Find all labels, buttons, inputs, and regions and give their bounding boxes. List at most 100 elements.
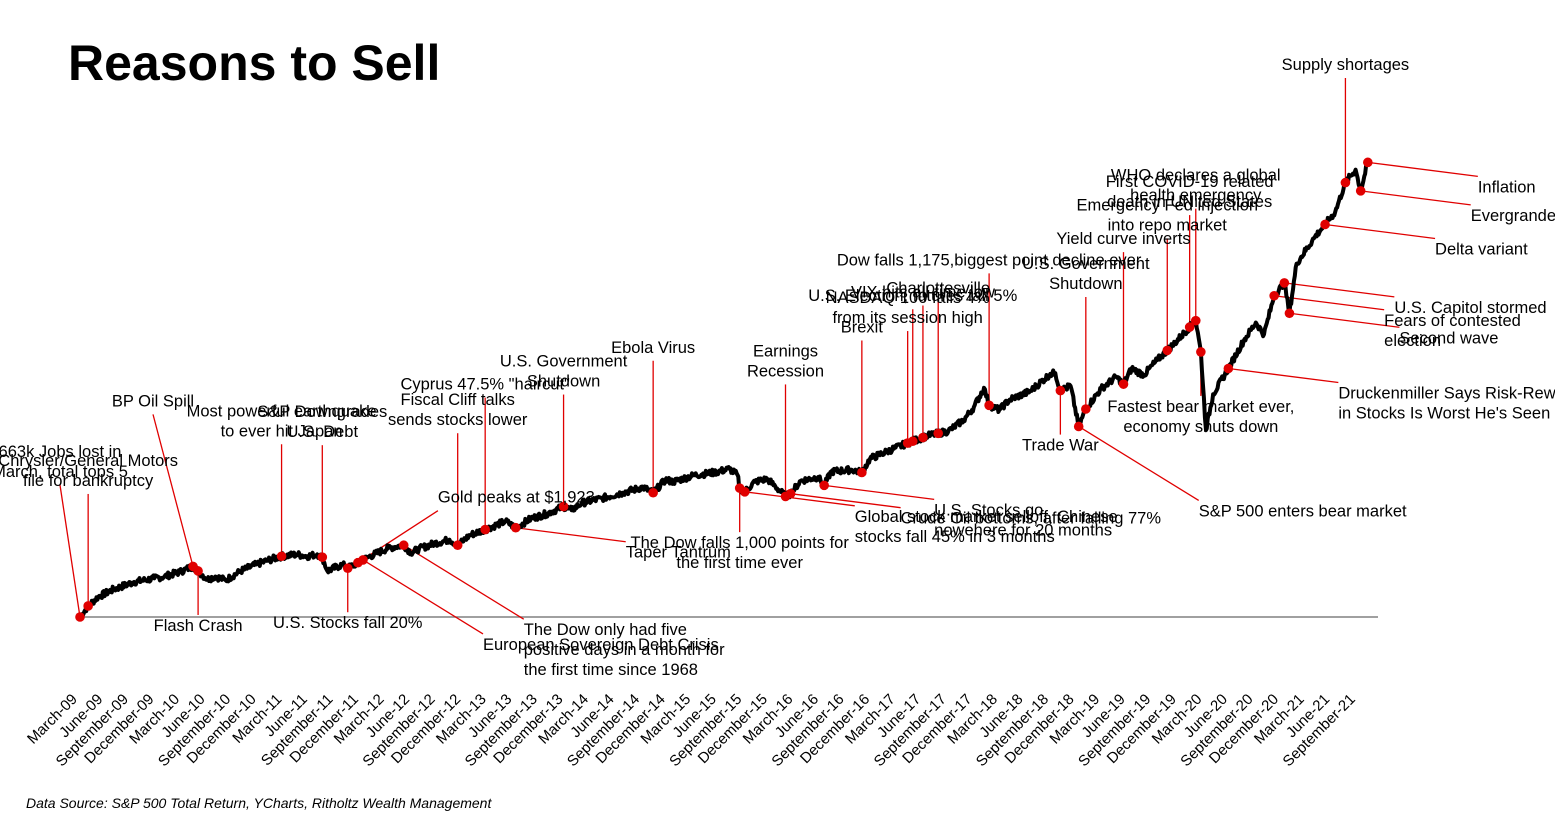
event-label: Brexit <box>841 319 884 337</box>
annotation-leaders <box>59 78 1478 635</box>
event-label: Earnings Recession <box>747 342 824 380</box>
event-label: BP Oil Spill <box>112 392 194 410</box>
annotation-labels: 663k Jobs lost in March, total tops 5Chry… <box>0 56 1555 679</box>
event-marker <box>1162 345 1173 356</box>
leader-line <box>357 510 439 564</box>
event-label: S&P 500 enters bear market <box>1199 502 1407 520</box>
event-label: U.S. Stocks go nowehere for 20 months <box>934 501 1112 539</box>
event-marker <box>276 551 287 562</box>
event-label: Ebola Virus <box>611 339 695 357</box>
event-marker <box>1196 347 1206 357</box>
event-marker <box>857 467 867 478</box>
event-label: Fiscal Cliff talks sends stocks lower <box>388 391 528 429</box>
event-label: Evergrande <box>1471 207 1555 225</box>
event-marker <box>785 488 796 499</box>
event-marker <box>452 540 463 551</box>
event-label: Chrysler/General Motors file for bankrupt… <box>0 452 178 490</box>
event-marker <box>1279 278 1290 288</box>
event-marker <box>1284 308 1295 319</box>
event-label: Second wave <box>1399 329 1498 347</box>
x-tick-labels: March-09June-09September-09December-09Ma… <box>24 691 1359 770</box>
event-marker <box>1073 421 1084 432</box>
event-marker <box>1118 379 1129 389</box>
leader-line <box>362 559 484 635</box>
event-label: European Sovereign Debt Crisis <box>483 636 719 654</box>
event-label: U.S. Capitol stormed <box>1394 299 1546 317</box>
event-label: Fastest bear market ever, economy shuts d… <box>1107 398 1294 436</box>
event-label: VIX hits all-time low <box>851 284 995 302</box>
event-label: Most powerful earthquake to ever hit Japa… <box>187 402 377 440</box>
event-marker <box>1190 315 1201 326</box>
event-label: First COVID-19 related death in UNited St… <box>1106 173 1274 211</box>
event-marker <box>83 601 93 611</box>
event-label: Crude Oil bottoms, after falling 77% <box>901 510 1162 528</box>
event-label: The Dow falls 1,000 points for the first … <box>631 534 850 572</box>
event-label: S&P Downgrades U.S. Debt <box>257 403 387 441</box>
chart-title: Reasons to Sell <box>68 35 441 91</box>
leader-line <box>744 491 855 507</box>
event-marker <box>75 612 85 622</box>
leader-line <box>1367 161 1478 177</box>
event-label: Gold peaks at $1,923 <box>438 489 595 507</box>
event-label: U.S. Government Shutdown <box>1022 255 1150 293</box>
event-label: Druckenmiller Says Risk-Rewardin Stocks … <box>1338 385 1555 423</box>
event-marker <box>648 487 658 498</box>
event-label: WHO declares a global health emergency <box>1111 167 1281 205</box>
event-label: Yield curve inverts <box>1056 230 1190 248</box>
leader-line <box>152 414 194 567</box>
leader-line <box>403 544 525 620</box>
data-source: Data Source: S&P 500 Total Return, YChar… <box>26 795 492 811</box>
event-marker <box>1081 404 1091 414</box>
event-label: U.S. Stocks fall 20% <box>273 614 423 632</box>
event-label: Trade War <box>1022 437 1099 455</box>
event-label: NASDAQ 100 falls 4% from its session high <box>826 289 990 327</box>
event-marker <box>1355 186 1366 196</box>
event-marker <box>1363 157 1373 168</box>
leader-line <box>790 493 901 509</box>
event-marker <box>907 436 918 447</box>
event-marker <box>1320 219 1330 230</box>
event-marker <box>1223 363 1234 374</box>
leader-line <box>515 527 626 543</box>
event-label: Charlottesville <box>886 279 990 297</box>
event-marker <box>193 566 203 576</box>
event-label: Inflation <box>1478 178 1536 196</box>
event-marker <box>510 522 521 533</box>
event-label: 663k Jobs lost in March, total tops 5 <box>0 443 128 481</box>
leader-line <box>1360 190 1471 206</box>
event-label: Flash Crash <box>154 617 243 635</box>
event-marker <box>558 501 569 512</box>
annotation-markers <box>75 157 1373 622</box>
event-marker <box>933 428 944 439</box>
event-marker <box>480 524 490 535</box>
event-label: Dow falls 1,175,biggest point decline ev… <box>837 251 1142 269</box>
leader-line <box>1324 223 1436 240</box>
event-marker <box>739 487 750 497</box>
event-label: Taper Tantrum <box>626 544 731 562</box>
event-marker <box>1340 177 1351 188</box>
leader-line <box>824 484 935 501</box>
leader-line <box>59 484 81 618</box>
event-marker <box>358 555 368 565</box>
leader-line <box>1289 312 1400 328</box>
event-marker <box>398 540 409 551</box>
event-marker <box>819 480 829 491</box>
event-label: Emergency Fed injection into repo market <box>1076 196 1258 234</box>
leader-line <box>1078 425 1200 502</box>
event-marker <box>984 400 994 411</box>
event-marker <box>1269 290 1279 301</box>
event-marker <box>317 552 328 562</box>
event-label: Fears of contested election <box>1384 312 1521 350</box>
leader-line <box>1284 282 1395 298</box>
event-marker <box>918 432 928 443</box>
event-label: U.S. Government Shutdown <box>500 353 628 391</box>
event-label: The Dow only had five positive days in a … <box>524 621 725 679</box>
series-line <box>78 160 1370 619</box>
event-marker <box>1184 322 1195 332</box>
event-label: Global stock market selloff, Chinese stoc… <box>855 508 1118 546</box>
event-marker <box>342 563 353 574</box>
event-marker <box>1055 385 1066 396</box>
leader-line <box>1228 367 1339 384</box>
event-label: U.S. Election, futures fall 5% <box>808 287 1017 305</box>
